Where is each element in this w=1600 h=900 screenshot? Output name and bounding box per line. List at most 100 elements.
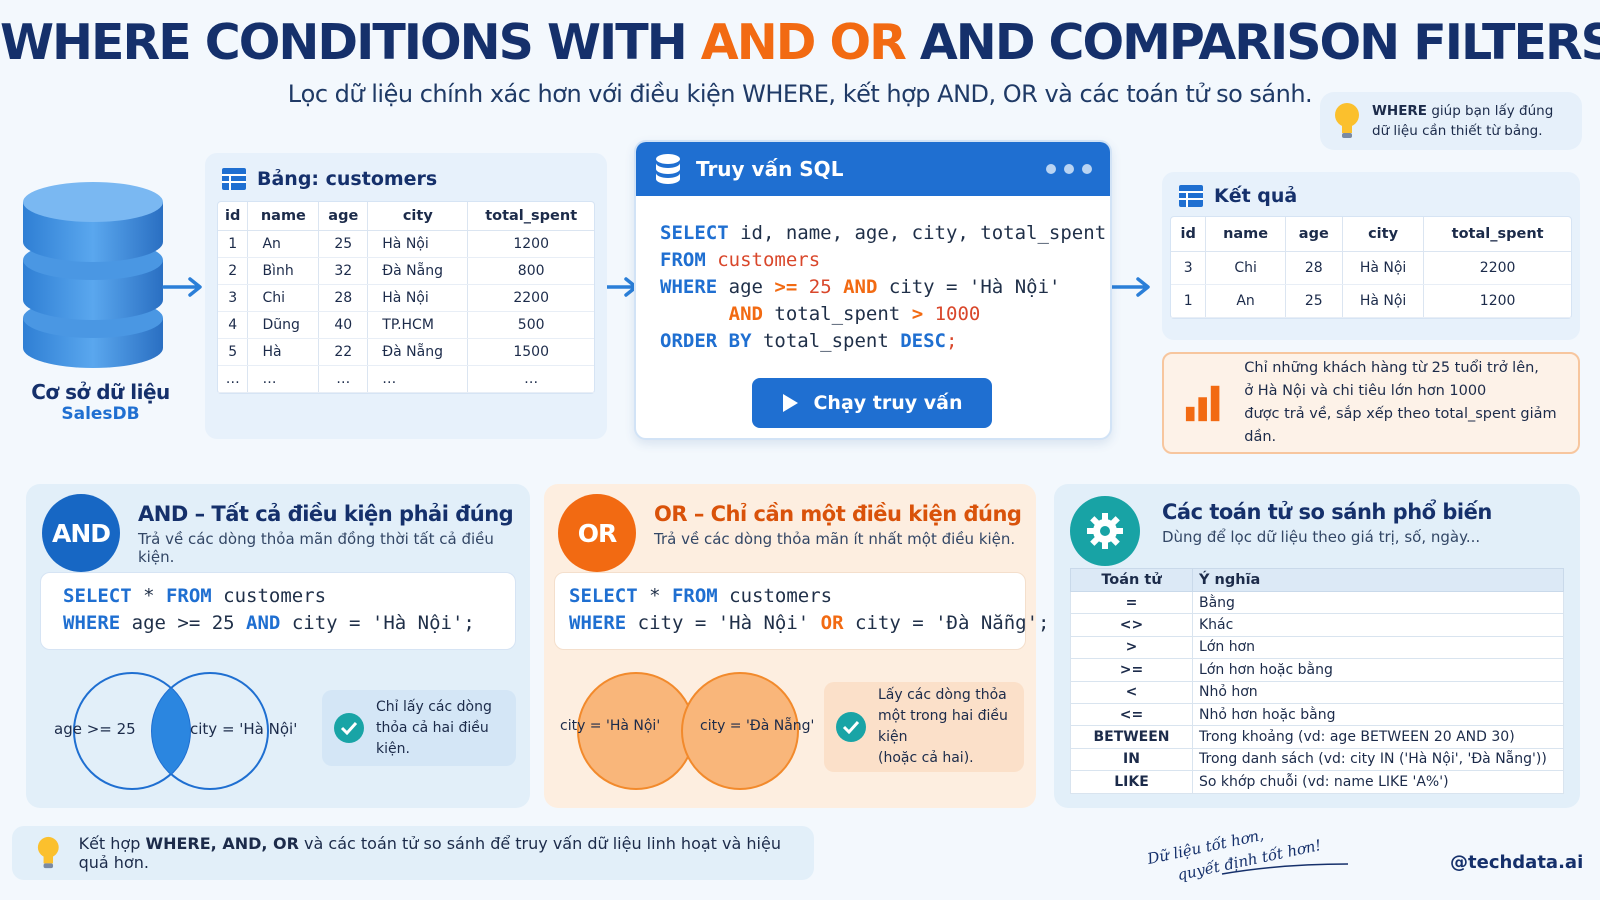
meaning-cell: So khớp chuỗi (vd: name LIKE 'A%') [1192,770,1564,794]
check-icon [334,713,364,743]
table-icon [222,168,246,190]
table-cell: 1200 [1423,284,1571,318]
title-and: AND [700,14,817,71]
or-title: OR – Chỉ cần một điều kiện đúng [654,502,1022,526]
table-cell: Hà Nội [1342,251,1425,285]
customers-table-panel: Bảng: customers id name age city total_spent… [205,153,607,439]
table-cell: 800 [467,257,594,285]
table-cell: 5 [218,338,249,366]
table-cell: … [218,365,249,393]
code-line: ORDER BY total_spent DESC; [660,330,958,352]
table-row: <> Khác [1070,613,1564,637]
meaning-cell: Lớn hơn hoặc bằng [1192,658,1564,682]
table-row: = Bằng [1070,590,1564,615]
or-venn-diagram [577,672,799,790]
customers-table-card: id name age city total_spent 1 An 25 Hà Nội 1200… [217,201,595,394]
operators-col-meaning: Ý nghĩa [1192,568,1564,592]
gear-icon [1070,496,1140,566]
table-cell: 3 [1171,251,1207,285]
operator-cell: > [1070,635,1193,660]
tip-box: WHERE giúp bạn lấy đúng dữ liệu cần thiết… [1320,92,1582,150]
table-cell: Đà Nẵng [367,257,469,285]
page-title: WHERE CONDITIONS WITH AND OR AND COMPARI… [0,14,1600,71]
table-cell: 25 [318,230,369,258]
table-cell: Bình [247,257,320,285]
title-text-2: AND COMPARISON FILTERS [904,14,1600,71]
result-panel: Kết quả id name age city total_spent 3 Chi 28 H… [1162,172,1580,340]
table-cell: Dũng [247,311,320,339]
table-cell: An [247,230,320,258]
result-note: Chỉ những khách hàng từ 25 tuổi trở lên,… [1162,352,1580,454]
and-desc: Trả về các dòng thỏa mãn đồng thời tất c… [138,530,494,566]
table-cell: Chi [1205,251,1286,285]
table-header-cell: age [1285,217,1343,252]
title-or: OR [829,14,906,71]
table-row: 1 An 25 Hà Nội 1200 [218,230,594,258]
table-row: 4 Dũng 40 TP.HCM 500 [218,311,594,339]
operator-cell: >= [1070,658,1193,682]
customers-table-header: Bảng: customers [221,167,595,191]
and-note: Chỉ lấy các dòng thỏa cả hai điều kiện. [322,690,516,766]
table-header-cell: name [1205,217,1286,252]
table-cell: 1500 [467,338,594,366]
or-badge: OR [558,494,636,572]
table-cell: 1 [218,230,249,258]
sql-code: SELECT id, name, age, city, total_spent F… [636,196,1110,355]
play-icon [783,394,799,412]
meaning-cell: Bằng [1192,590,1564,615]
operator-cell: BETWEEN [1070,725,1193,749]
table-row: >= Lớn hơn hoặc bằng [1070,658,1564,682]
or-code: SELECT * FROM customers WHERE city = 'Hà … [554,572,1049,650]
table-cell: 25 [1285,284,1343,318]
table-header-cell: city [367,202,469,231]
table-row: <= Nhỏ hơn hoặc bằng [1070,702,1564,727]
table-row: 2 Bình 32 Đà Nẵng 800 [218,257,594,285]
and-badge: AND [42,494,120,572]
operators-desc: Dùng để lọc dữ liệu theo giá trị, số, ng… [1162,528,1481,546]
database-name: SalesDB [61,404,140,424]
code-line: AND total_spent > 1000 [728,303,981,325]
meaning-cell: Trong danh sách (vd: city IN ('Hà Nội', … [1192,747,1564,772]
result-title: Kết quả [1214,185,1298,207]
and-venn-right-label: city = 'Hà Nội' [190,720,298,738]
and-venn-diagram [73,672,269,790]
table-header-cell: city [1342,217,1425,252]
lightbulb-icon [37,836,59,869]
operators-title: Các toán tử so sánh phổ biến [1162,500,1492,524]
table-cell: 1200 [467,230,594,258]
arrow-right-icon [1110,277,1150,297]
table-cell: 40 [318,311,369,339]
bar-chart-icon [1185,385,1220,422]
table-cell: Hà Nội [1342,284,1425,318]
run-query-button[interactable]: Chạy truy vấn [752,378,992,428]
table-row: …………… [218,365,594,393]
window-dots [1046,164,1092,174]
result-note-text: Chỉ những khách hàng từ 25 tuổi trở lên,… [1244,360,1557,445]
run-query-label: Chạy truy vấn [813,392,963,414]
and-venn-left-label: age >= 25 [54,720,136,738]
table-cell: Hà [247,338,320,366]
and-heading: AND – Tất cả điều kiện phải đúng Trả về … [138,502,530,566]
lightbulb-icon [1335,103,1359,138]
and-title: AND – Tất cả điều kiện phải đúng [138,502,514,526]
operators-table: Toán tử Ý nghĩa = Bằng <> Khác > Lớn hơn >= Lớn … [1070,568,1564,794]
operator-cell: < [1070,680,1193,704]
code-line: FROM customers [660,249,821,271]
table-cell: An [1205,284,1286,318]
table-cell: 2200 [1423,251,1571,285]
slogan: Dữ liệu tốt hơn, quyết định tốt hơn! [1145,813,1323,892]
table-cell: … [318,365,369,393]
table-header-cell: id [218,202,249,231]
result-table-card: id name age city total_spent 3 Chi 28 Hà Nội 220… [1170,216,1572,319]
or-heading: OR – Chỉ cần một điều kiện đúng Trả về c… [654,502,1022,548]
table-cell: TP.HCM [367,311,469,339]
table-cell: 2 [218,257,249,285]
table-header-cell: total_spent [467,202,594,231]
or-desc: Trả về các dòng thỏa mãn ít nhất một điề… [654,530,1016,548]
table-icon [1179,185,1203,207]
meaning-cell: Khác [1192,613,1564,637]
operators-heading: Các toán tử so sánh phổ biến Dùng để lọc… [1162,500,1492,546]
or-section: OR OR – Chỉ cần một điều kiện đúng Trả v… [544,484,1049,808]
code-line: WHERE age >= 25 AND city = 'Hà Nội' [660,276,1061,298]
table-cell: 3 [218,284,249,312]
